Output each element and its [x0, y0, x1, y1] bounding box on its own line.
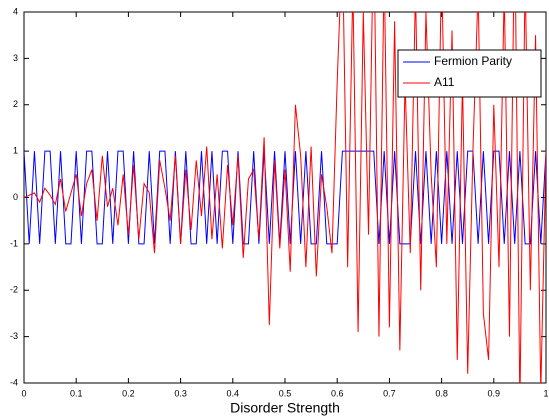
y-tick-label: -2 [10, 285, 18, 295]
y-tick-label: -4 [10, 377, 18, 387]
x-tick-label: 0 [21, 388, 26, 398]
series-line [24, 150, 546, 245]
x-tick-label: 1 [543, 388, 548, 398]
x-tick-label: 0.9 [488, 388, 501, 398]
x-tick-label: 0.3 [174, 388, 187, 398]
y-tick-label: 4 [13, 6, 18, 16]
legend-label: Fermion Parity [434, 54, 512, 68]
x-tick-label: 0.6 [331, 388, 344, 398]
legend-box [397, 49, 542, 98]
plot-lines [24, 12, 546, 383]
y-tick-label: 0 [13, 192, 18, 202]
x-tick-label: 0.4 [227, 388, 240, 398]
x-tick-label: 0.2 [122, 388, 135, 398]
x-tick-label: 0.8 [435, 388, 448, 398]
y-tick-label: 1 [13, 146, 18, 156]
x-axis-label: Disorder Strength [230, 400, 340, 416]
y-tick-label: -1 [10, 238, 18, 248]
legend-label: A11 [434, 75, 455, 89]
series-line [24, 12, 546, 383]
x-tick-label: 0.5 [279, 388, 292, 398]
y-tick-label: -3 [10, 331, 18, 341]
y-tick-label: 2 [13, 99, 18, 109]
x-tick-label: 0.1 [70, 388, 83, 398]
y-tick-label: 3 [13, 53, 18, 63]
x-tick-label: 0.7 [383, 388, 396, 398]
